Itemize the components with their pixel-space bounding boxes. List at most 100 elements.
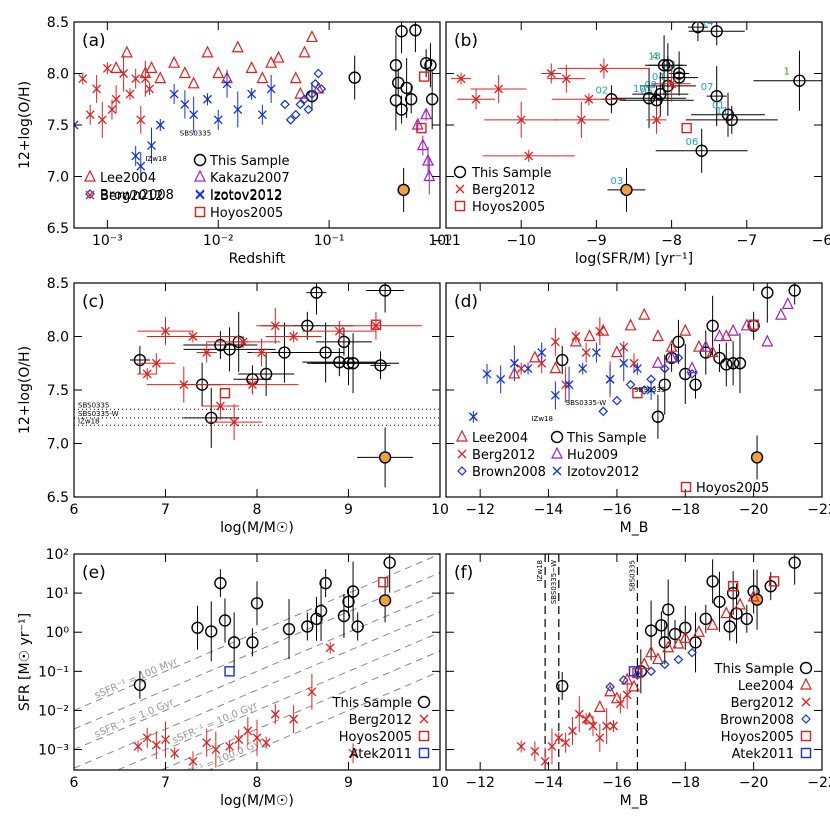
data-point [651, 355, 664, 368]
data-point [219, 388, 231, 399]
data-point [261, 738, 271, 748]
data-point [516, 364, 526, 374]
series-hoyos2005 [632, 319, 759, 399]
point-id-label: 07 [701, 82, 714, 93]
data-point [540, 756, 550, 766]
legend-label: Hoyos2005 [696, 481, 769, 496]
data-point [723, 620, 736, 633]
data-point [313, 68, 324, 79]
ssfr-line [74, 592, 440, 751]
data-point [632, 388, 643, 399]
x-axis-label: Redshift [229, 251, 286, 267]
data-point [337, 609, 351, 623]
legend-label: Hoyos2005 [472, 200, 545, 215]
data-point [307, 687, 317, 697]
data-point [423, 169, 436, 182]
data-point [400, 81, 413, 95]
x-tick-label: −20 [739, 775, 769, 791]
legend-marker [550, 430, 564, 444]
panel-label: (e) [82, 563, 106, 583]
data-point [295, 99, 306, 110]
data-point [395, 25, 408, 38]
data-point [598, 406, 609, 417]
data-point [673, 353, 684, 363]
legend-marker [84, 169, 96, 182]
x-tick-label: −14 [534, 775, 564, 791]
data-point [556, 679, 569, 693]
data-point [528, 350, 541, 363]
series-hu2009 [651, 297, 794, 374]
data-point [665, 350, 678, 363]
plot-area [516, 554, 801, 770]
data-point [619, 358, 629, 368]
data-point [620, 183, 633, 197]
data-point [107, 105, 117, 115]
data-point [371, 321, 381, 331]
data-point [672, 335, 685, 349]
data-point [692, 624, 705, 637]
legend-marker [680, 481, 692, 493]
data-point [788, 284, 801, 297]
data-point [416, 122, 427, 134]
x-tick-label: 9 [344, 775, 353, 791]
data-point [247, 89, 257, 99]
data-point [679, 323, 692, 336]
data-point [588, 721, 598, 731]
data-point [554, 733, 564, 743]
data-point [142, 733, 152, 743]
data-point [202, 348, 212, 358]
x-tick-label: −6 [812, 233, 830, 249]
data-point [659, 659, 670, 670]
data-point [748, 319, 759, 330]
x-tick-label: 10⁻² [203, 233, 234, 249]
x-tick-label: −22 [807, 775, 830, 791]
series-berg2012 [133, 641, 358, 770]
data-point [247, 380, 257, 390]
data-point [102, 63, 112, 73]
point-id-label: 1 [783, 67, 789, 78]
data-point [781, 297, 794, 309]
data-point [668, 627, 682, 641]
data-point [516, 115, 526, 125]
data-point [378, 594, 392, 607]
data-point [646, 666, 656, 677]
legend-label: Lee2004 [738, 679, 794, 694]
legend-label: Berg2012 [100, 189, 163, 204]
data-point [672, 67, 686, 80]
legend-label: Berg2012 [731, 696, 794, 711]
y-tick-label: 10⁻³ [38, 743, 69, 759]
panel-label: (f) [454, 563, 473, 583]
data-point [679, 630, 692, 643]
data-point [721, 108, 735, 121]
annotation-label: SBS0335 [78, 401, 109, 409]
data-point [145, 61, 158, 73]
data-point [556, 353, 569, 367]
data-point [650, 94, 663, 107]
series-lee2004 [110, 30, 325, 99]
data-point [425, 93, 439, 106]
data-point [471, 94, 481, 104]
legend-marker [195, 190, 205, 200]
data-point [319, 576, 332, 590]
point-id-label: 09 [644, 80, 657, 91]
data-point [658, 378, 671, 391]
annotation-label: SBS0335 [180, 129, 211, 137]
data-point [301, 620, 314, 633]
data-point [629, 358, 639, 368]
series-hoyos2005 [219, 319, 382, 399]
x-tick-label: 6 [70, 775, 79, 791]
x-axis-label: log(SFR/M) [yr⁻¹] [575, 251, 693, 267]
data-point [524, 151, 534, 161]
legend-label: Berg2012 [472, 448, 535, 463]
x-axis-label: log(M/M☉) [220, 520, 294, 536]
legend-label: Lee2004 [472, 431, 528, 446]
legend-label: Brown2008 [100, 188, 174, 203]
legend-label: Berg2012 [472, 183, 535, 198]
x-tick-label: −16 [602, 502, 632, 518]
data-point [699, 612, 712, 626]
x-tick-label: 9 [344, 502, 353, 518]
data-point [245, 61, 258, 73]
annotation-label: SBS0335 [634, 386, 665, 394]
